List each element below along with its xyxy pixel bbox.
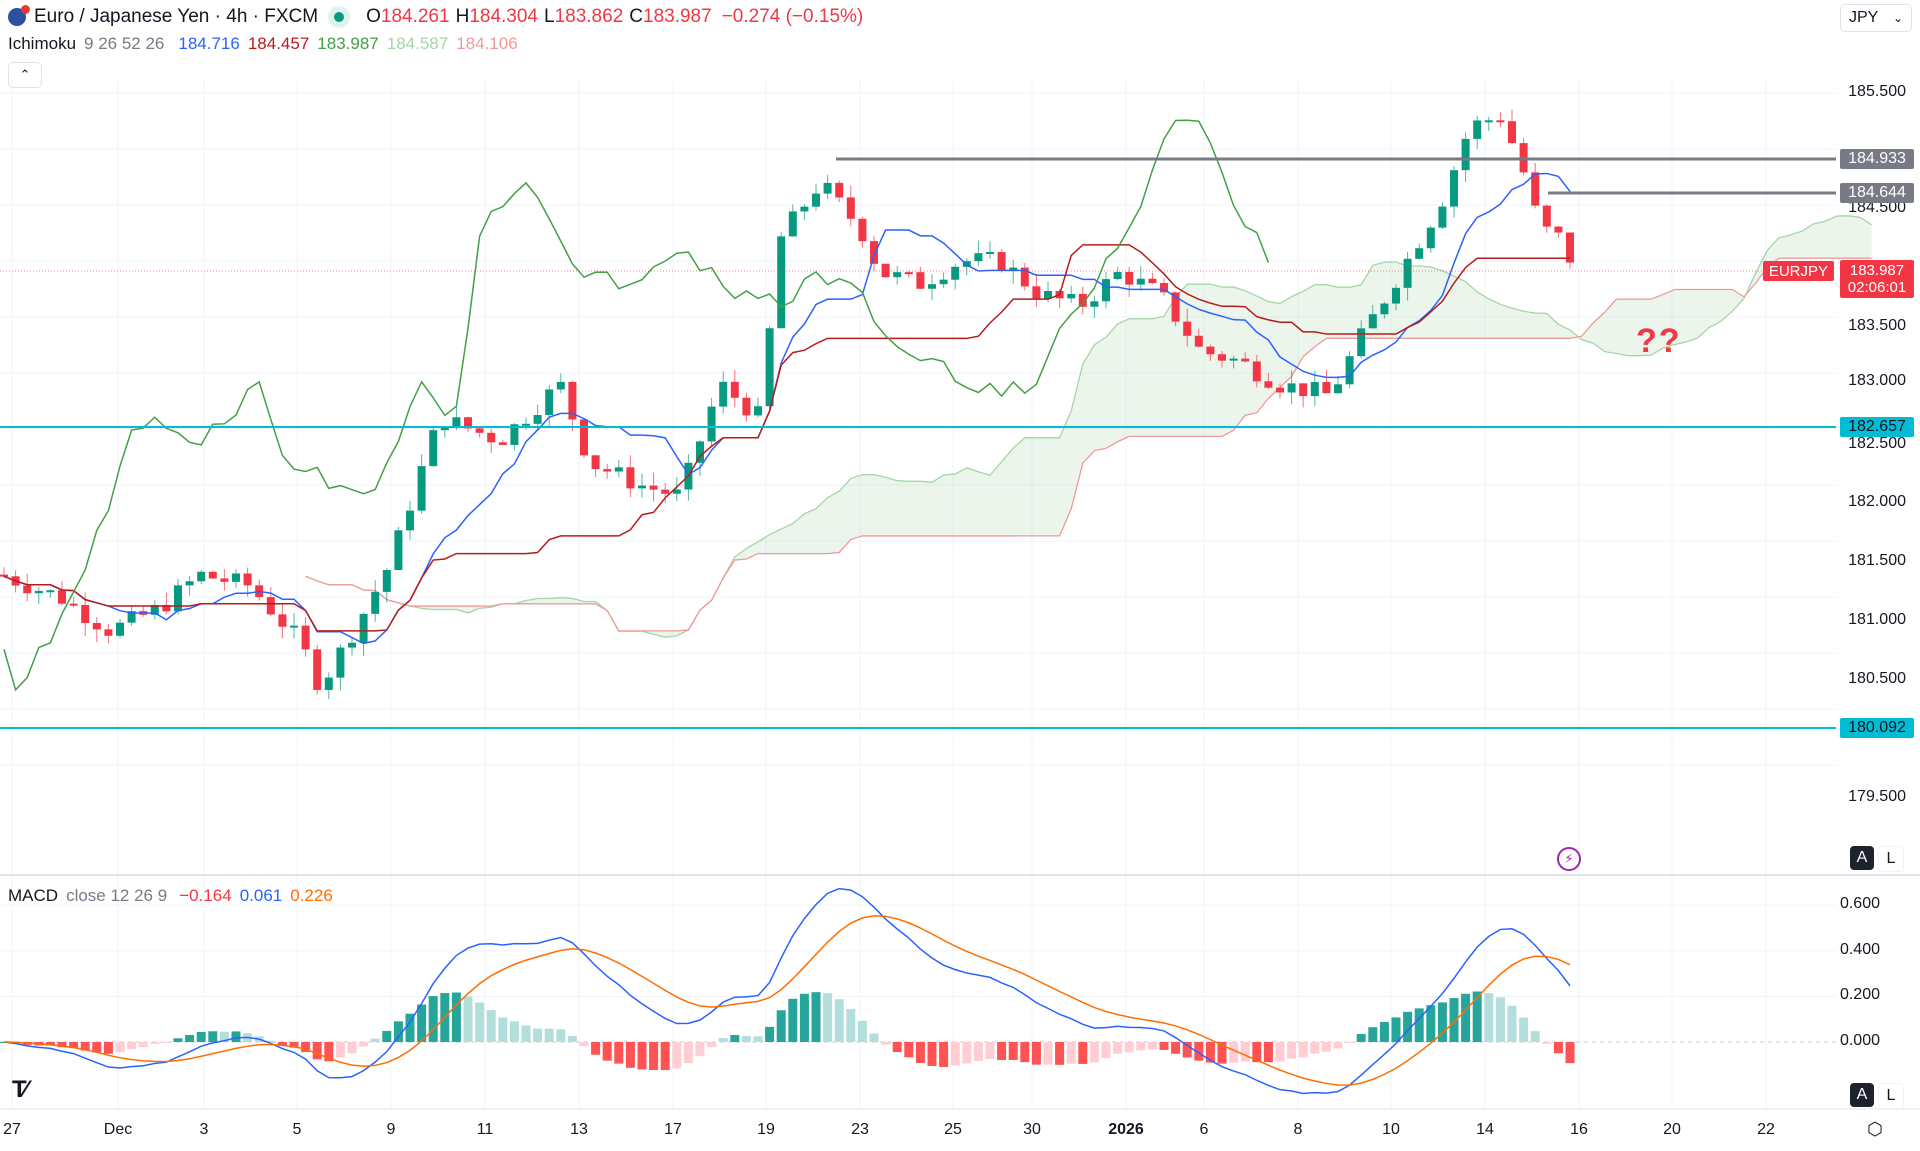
macd-histogram-value: −0.164 [179, 886, 232, 905]
macd-axis-label: 0.000 [1839, 1032, 1880, 1049]
macd-name: MACD [8, 886, 59, 905]
price-axis-label: 183.500 [1848, 317, 1906, 334]
time-axis-label: 2026 [1108, 1121, 1144, 1138]
macd-params: close 12 26 9 [66, 886, 168, 905]
close-value: 183.987 [643, 6, 712, 27]
high-value: 184.304 [469, 6, 538, 27]
macd-legend[interactable]: MACD close 12 26 9 −0.164 0.061 0.226 [8, 886, 333, 906]
time-axis-label: 9 [386, 1121, 396, 1138]
lead-a-value: 184.587 [386, 34, 449, 53]
high-label: H [455, 6, 470, 27]
time-axis-label: 11 [476, 1121, 494, 1138]
bar-countdown: 02:06:01 [1847, 279, 1907, 296]
low-label: L [544, 6, 555, 27]
lightning-icon[interactable]: ⚡︎ [1557, 847, 1581, 871]
currency-value: JPY [1849, 9, 1879, 26]
ichimoku-legend[interactable]: Ichimoku 9 26 52 26 184.716 184.457 183.… [8, 34, 518, 54]
currency-select[interactable]: JPY ⌄ [1840, 4, 1912, 32]
price-axis-label: 179.500 [1848, 788, 1906, 805]
time-axis-label: 3 [199, 1121, 209, 1138]
time-axis-label: 27 [3, 1121, 21, 1138]
log-scale-button[interactable]: L [1878, 846, 1904, 872]
time-axis-label: 5 [292, 1121, 302, 1138]
tradingview-logo-icon[interactable]: T∕ [12, 1076, 28, 1103]
price-axis-label: 181.500 [1848, 552, 1906, 569]
last-price-value: 183.987 [1849, 262, 1905, 279]
support-1-tag[interactable]: 182.657 [1840, 417, 1914, 437]
macd-line-value: 0.061 [239, 886, 283, 905]
macd-axis-label: 0.200 [1839, 986, 1880, 1003]
price-axis-label: 184.500 [1848, 199, 1906, 216]
conversion-line-value: 184.716 [178, 34, 240, 53]
change-value: −0.274 (−0.15%) [721, 6, 864, 27]
macd-axis-label: 0.400 [1839, 941, 1880, 958]
market-open-icon [328, 6, 351, 28]
macd-axis-label: 0.600 [1839, 895, 1880, 912]
annotation-text[interactable]: ?? [1636, 322, 1682, 360]
auto-scale-button[interactable]: A [1850, 846, 1874, 870]
time-axis-label: 22 [1757, 1121, 1775, 1138]
time-axis-label: 20 [1663, 1121, 1681, 1138]
chevron-up-icon: ⌃ [19, 67, 31, 82]
price-axis-label: 181.000 [1848, 611, 1906, 628]
price-axis-label: 183.000 [1848, 372, 1906, 389]
time-axis-label: 17 [664, 1121, 682, 1138]
resistance-1-tag[interactable]: 184.933 [1840, 149, 1914, 169]
ichimoku-params: 9 26 52 26 [84, 34, 165, 53]
eur-jpy-flag-icon [8, 5, 30, 26]
time-axis-label: 13 [570, 1121, 588, 1138]
lagging-span-value: 183.987 [317, 34, 379, 53]
chevron-down-icon: ⌄ [1892, 11, 1903, 25]
signal-line-value: 0.226 [290, 886, 333, 905]
macd-log-scale-button[interactable]: L [1878, 1083, 1904, 1109]
price-axis-label: 185.500 [1848, 83, 1906, 100]
time-axis-label: Dec [103, 1121, 133, 1138]
collapse-legend-button[interactable]: ⌃ [8, 62, 42, 88]
base-line-value: 184.457 [247, 34, 310, 53]
time-axis-label: 6 [1199, 1121, 1209, 1138]
time-axis-label: 14 [1476, 1121, 1494, 1138]
open-label: O [366, 6, 381, 27]
support-2-tag[interactable]: 180.092 [1840, 718, 1914, 738]
price-axis-label: 182.000 [1848, 493, 1906, 510]
symbol-title[interactable]: Euro / Japanese Yen · 4h · FXCM [34, 6, 319, 27]
symbol-tag: EURJPY [1762, 261, 1834, 281]
resistance-2-tag[interactable]: 184.644 [1840, 183, 1914, 203]
time-axis-label: 25 [944, 1121, 962, 1138]
time-axis-label: 23 [851, 1121, 869, 1138]
settings-icon[interactable]: ⬡ [1867, 1118, 1883, 1139]
time-axis-label: 16 [1570, 1121, 1588, 1138]
open-value: 184.261 [380, 6, 450, 27]
time-axis-label: 10 [1382, 1121, 1400, 1138]
time-axis-label: 8 [1293, 1121, 1303, 1138]
ichimoku-name: Ichimoku [8, 34, 77, 53]
macd-auto-scale-button[interactable]: A [1850, 1083, 1874, 1107]
lead-b-value: 184.106 [456, 34, 518, 53]
last-price-tag: 183.987 02:06:01 [1840, 260, 1914, 298]
time-axis-label: 19 [757, 1121, 775, 1138]
symbol-header[interactable]: Euro / Japanese Yen · 4h · FXCM O 184.261… [8, 4, 863, 30]
time-axis-label: 30 [1023, 1121, 1041, 1138]
low-value: 183.862 [554, 6, 624, 27]
close-label: C [629, 6, 643, 27]
price-axis-label: 182.500 [1848, 435, 1906, 452]
price-axis-label: 180.500 [1848, 670, 1906, 687]
